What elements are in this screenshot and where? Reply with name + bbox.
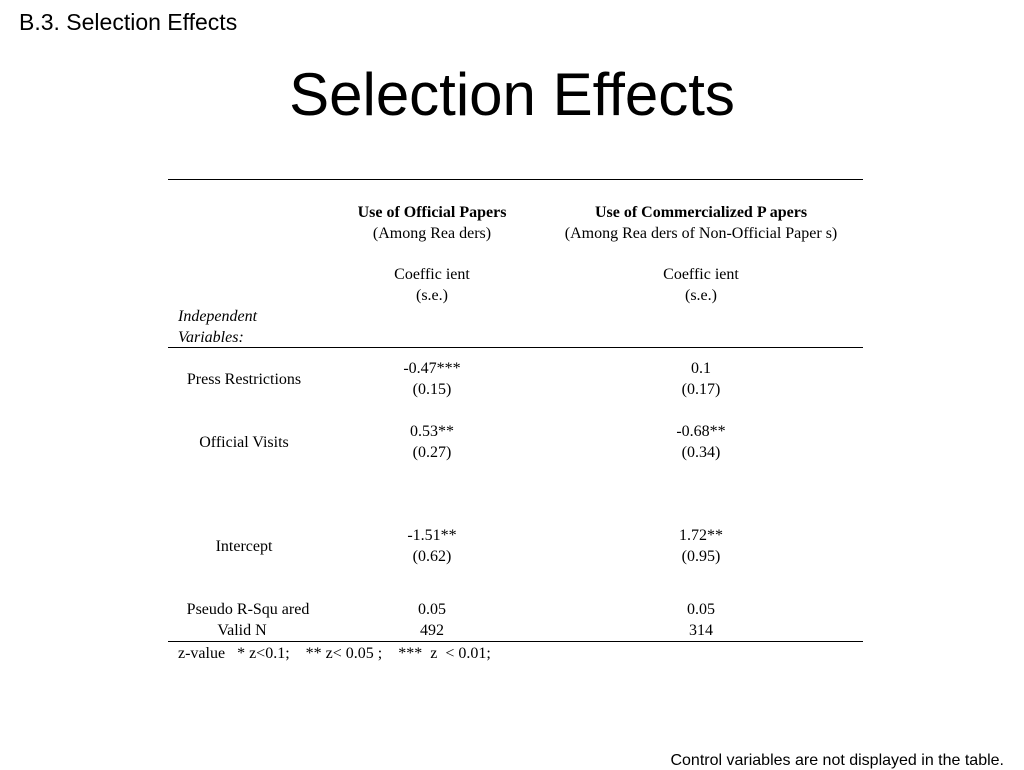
- stat-cell: 0.05: [418, 601, 446, 618]
- se-cell: (0.62): [412, 548, 452, 565]
- col2-subheader: (Among Rea ders of Non-Official Paper s): [564, 225, 838, 242]
- se-cell: (0.34): [681, 444, 721, 461]
- table-bottom-rule: [168, 641, 863, 642]
- stat-cell: 0.05: [687, 601, 715, 618]
- col2-stat-label: Coeffic ient: [663, 266, 739, 283]
- section-label: B.3. Selection Effects: [19, 9, 238, 35]
- row-label: Official Visits: [199, 434, 289, 451]
- col1-stat-sublabel: (s.e.): [416, 287, 448, 304]
- row-header-line1: Independent: [178, 308, 258, 325]
- col2-stat-sublabel: (s.e.): [685, 287, 717, 304]
- row-label: Intercept: [215, 538, 273, 555]
- se-cell: (0.17): [681, 381, 721, 398]
- stat-label: Valid N: [217, 622, 267, 639]
- se-cell: (0.27): [412, 444, 452, 461]
- coef-cell: 1.72**: [679, 527, 723, 544]
- se-cell: (0.95): [681, 548, 721, 565]
- coef-cell: -0.68**: [676, 423, 726, 440]
- stat-cell: 492: [420, 622, 444, 639]
- coef-cell: 0.1: [691, 360, 711, 377]
- col1-subheader: (Among Rea ders): [372, 225, 492, 242]
- table-top-rule: [168, 179, 863, 180]
- stat-cell: 314: [689, 622, 713, 639]
- header-rule: [168, 347, 863, 348]
- significance-note: z-value * z<0.1; ** z< 0.05 ; *** z < 0.…: [178, 645, 491, 662]
- row-header-line2: Variables:: [178, 329, 244, 346]
- se-cell: (0.15): [412, 381, 452, 398]
- col1-stat-label: Coeffic ient: [394, 266, 470, 283]
- footer-note: Control variables are not displayed in t…: [670, 752, 1004, 769]
- coef-cell: -1.51**: [407, 527, 457, 544]
- coef-cell: 0.53**: [410, 423, 454, 440]
- col2-header: Use of Commercialized P apers: [594, 204, 808, 221]
- col1-header: Use of Official Papers: [357, 204, 507, 221]
- row-label: Press Restrictions: [186, 371, 302, 388]
- slide-title: Selection Effects: [289, 61, 735, 128]
- coef-cell: -0.47***: [403, 360, 461, 377]
- stat-label: Pseudo R-Squ ared: [186, 601, 310, 618]
